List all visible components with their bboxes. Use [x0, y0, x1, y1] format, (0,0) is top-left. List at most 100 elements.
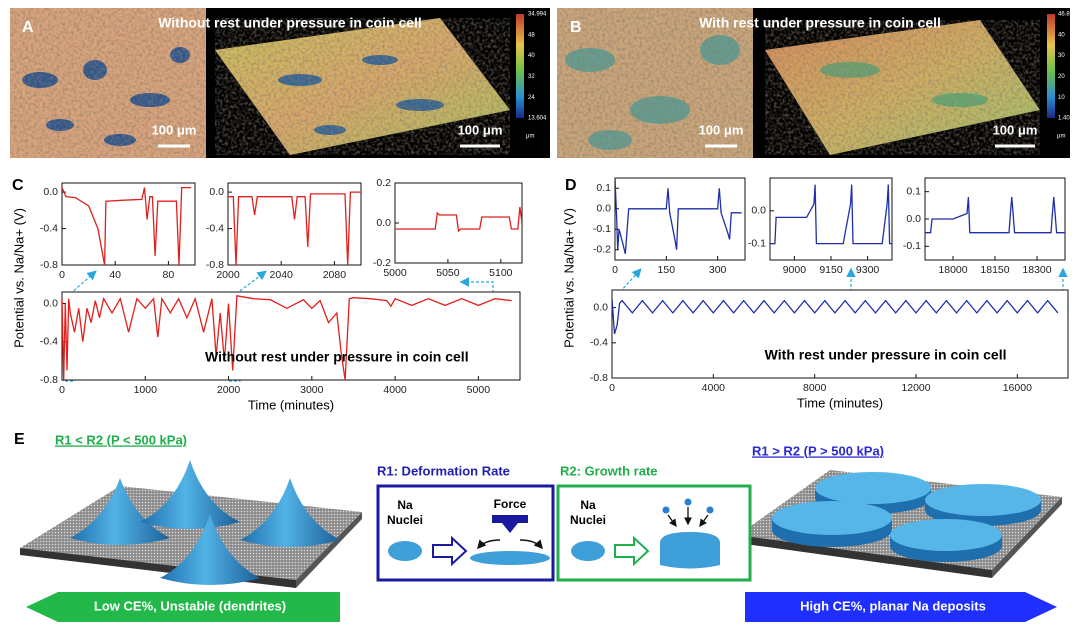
colorbar-tick-label: 40	[1058, 32, 1065, 38]
x-tick-label: 300	[709, 264, 727, 276]
r2-box	[556, 484, 752, 582]
plot: 0.1 0.0 -0.1 -0.20 150 300	[593, 177, 746, 276]
adatom	[684, 498, 692, 506]
result-arrow	[745, 592, 1057, 622]
nucleus	[571, 541, 605, 561]
process-arrow	[432, 535, 468, 567]
plot-area	[614, 177, 746, 261]
nuclei-label: Na	[580, 498, 596, 512]
y-tick-label: -0.4	[40, 222, 58, 234]
x-tick-label: 16000	[1003, 382, 1032, 394]
colorbar-tick-label: 30	[1058, 53, 1065, 59]
colorbar-tick-label: 24	[528, 95, 535, 101]
x-tick-label: 1000	[134, 384, 158, 396]
spread-arrow	[519, 539, 543, 550]
grown-nucleus	[660, 532, 720, 569]
plot-area	[61, 182, 196, 266]
adatom-arrow	[699, 514, 709, 528]
plot: 0.0 -0.1 9000 9150 9300	[748, 177, 893, 276]
y-tick-label: 0.1	[906, 185, 921, 197]
cone	[160, 514, 260, 585]
x-tick-label: 5050	[436, 267, 460, 279]
x-tick-label: 150	[658, 264, 676, 276]
substrate-edge	[738, 535, 992, 578]
cone	[140, 460, 240, 529]
y-tick-label: 0.1	[596, 182, 611, 194]
data-line	[228, 191, 361, 266]
adatom-arrow	[667, 514, 677, 528]
x-tick-label: 2000	[216, 269, 240, 281]
x-tick-label: 18000	[938, 264, 967, 276]
y-tick-label: 0.0	[751, 205, 766, 217]
y-tick-label: -0.4	[40, 336, 58, 348]
disk-top	[815, 472, 931, 504]
zoom-arrow	[619, 268, 642, 293]
cone	[70, 478, 170, 545]
data-line	[62, 186, 191, 266]
y-tick-label: 0.0	[596, 203, 611, 215]
y-tick-label: -0.2	[593, 244, 611, 256]
mechanism-title: R1: Deformation Rate	[377, 463, 510, 478]
disk-top	[925, 484, 1041, 516]
x-tick-label: 2080	[323, 269, 347, 281]
nuclei-label: Nuclei	[570, 513, 606, 527]
data-line	[395, 206, 522, 233]
condition-label: R1 < R2 (P < 500 kPa)	[55, 432, 187, 447]
scale-bar-label: 100 μm	[458, 122, 503, 137]
colorbar-tick-label: 1.403	[1058, 116, 1074, 122]
x-tick-label: 4000	[383, 384, 407, 396]
micrograph-a-texture	[10, 8, 206, 158]
y-tick-label: 0.0	[209, 186, 224, 198]
substrate-edge	[992, 497, 1062, 578]
force-label: Force	[494, 497, 527, 511]
dendrites	[70, 460, 340, 585]
panel-label: E	[14, 431, 25, 448]
y-tick-label: 0.0	[906, 213, 921, 225]
panel-title: Without rest under pressure in coin cell	[158, 15, 422, 31]
x-tick-label: 0	[59, 269, 65, 281]
y-tick-label: 0.0	[593, 301, 608, 313]
result-arrow	[26, 592, 340, 622]
colorbar-tick-label: 46.828	[1058, 12, 1077, 18]
colorbar-tick-label: 48	[528, 32, 535, 38]
panel-label: A	[22, 19, 34, 36]
plot-area	[227, 182, 362, 266]
data-line	[615, 177, 742, 254]
flattened-nucleus	[470, 551, 550, 565]
zoom-arrow	[235, 270, 267, 295]
plot-area	[611, 289, 1069, 379]
colorbar-tick-label: 10	[1058, 95, 1065, 101]
plot-area	[769, 177, 893, 261]
y-tick-label: -0.2	[373, 257, 391, 269]
zoom-arrow	[459, 277, 494, 308]
surface-b-texture	[765, 20, 1040, 155]
substrate-edge	[296, 512, 362, 588]
scale-bar-label: 100 μm	[993, 122, 1038, 137]
plot: 0.0 -0.4 -0.80 40 80	[40, 182, 196, 281]
y-tick-label: 0.0	[43, 297, 58, 309]
x-tick-label: 3000	[300, 384, 324, 396]
plot-area	[61, 291, 521, 381]
x-tick-label: 40	[109, 269, 121, 281]
mechanism-title: R2: Growth rate	[560, 463, 658, 478]
process-arrow	[614, 535, 650, 567]
nuclei-label: Na	[397, 498, 413, 512]
data-line	[612, 298, 1059, 335]
y-tick-label: 0.0	[376, 217, 391, 229]
result-label: Low CE%, Unstable (dendrites)	[94, 598, 286, 613]
force-indicator	[492, 515, 528, 533]
y-axis-label: Potential vs. Na/Na+ (V)	[11, 208, 26, 348]
condition-label: R1 > R2 (P > 500 kPa)	[752, 443, 884, 458]
x-tick-label: 4000	[702, 382, 726, 394]
x-axis-label: Time (minutes)	[248, 397, 334, 412]
colorbar-b	[1047, 14, 1055, 118]
data-line	[770, 184, 892, 245]
colorbar-tick-label: 40	[528, 53, 535, 59]
x-axis-label: Time (minutes)	[797, 395, 883, 410]
adatom-arrows	[667, 507, 709, 528]
